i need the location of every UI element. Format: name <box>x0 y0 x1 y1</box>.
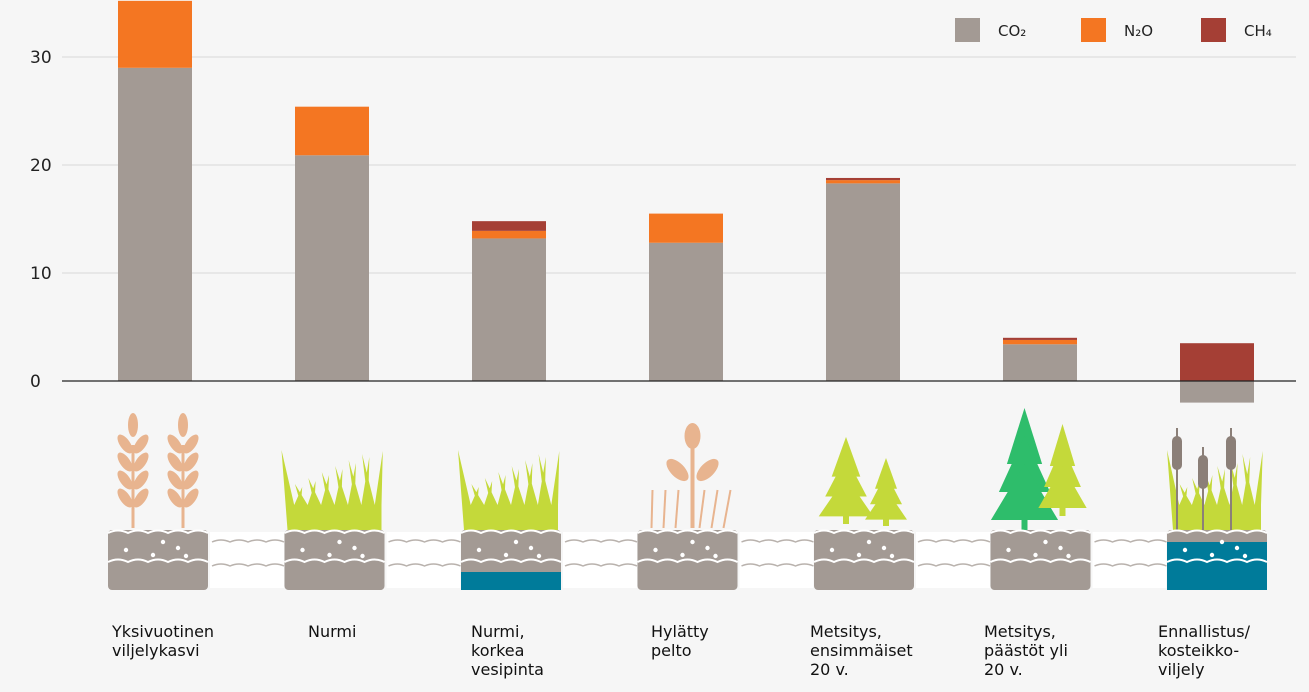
soil-dry-icon <box>990 529 1091 590</box>
bar-segment <box>1003 337 1077 340</box>
soil-connector <box>210 532 285 588</box>
young-trees-icon <box>818 437 907 526</box>
soil-connector <box>1092 532 1167 588</box>
soil-dry-icon <box>284 529 385 590</box>
legend-label: CH₄ <box>1244 22 1272 40</box>
bar-segment <box>826 180 900 184</box>
bar-segment <box>295 106 369 156</box>
soil-water-icon <box>1166 529 1268 590</box>
soil-wet-icon <box>460 529 562 590</box>
grown-trees-icon <box>990 408 1087 530</box>
category-label: Ennallistus/ kosteikko- viljely <box>1158 622 1251 679</box>
soil-dry-icon <box>107 529 209 590</box>
weed-icon <box>650 423 732 529</box>
grass-icon <box>281 450 383 530</box>
bar-segment <box>826 177 900 181</box>
legend-swatch <box>1081 18 1106 42</box>
legend-label: N₂O <box>1124 22 1153 40</box>
bar-segment <box>472 221 546 231</box>
category-label: Metsitys, ensimmäiset 20 v. <box>810 622 913 679</box>
wheat-icon <box>117 413 199 528</box>
bar-segment <box>1003 339 1077 345</box>
bar-segment <box>1180 343 1254 381</box>
legend-swatch <box>955 18 980 42</box>
bar-segment <box>118 67 192 382</box>
category-label: Metsitys, päästöt yli 20 v. <box>984 622 1068 679</box>
category-label: Hylätty pelto <box>651 622 709 660</box>
cattail-icon <box>1167 428 1263 530</box>
soil-connector <box>916 532 991 588</box>
y-tick-label: 30 <box>30 48 52 68</box>
bar-segment <box>1180 381 1254 403</box>
bar-segment <box>118 0 192 68</box>
bar-segment <box>472 230 546 239</box>
category-label: Yksivuotinen viljelykasvi <box>112 622 215 660</box>
bar-segment <box>295 155 369 381</box>
bar-segment <box>649 242 723 381</box>
soil-dry-icon <box>813 529 915 590</box>
category-label: Nurmi, korkea vesipinta <box>471 622 544 679</box>
bar-segment <box>1003 344 1077 381</box>
grass-icon <box>458 450 560 530</box>
soil-connector <box>739 532 814 588</box>
y-tick-label: 10 <box>30 264 52 284</box>
legend-label: CO₂ <box>998 22 1026 40</box>
soil-connector <box>563 532 638 588</box>
bar-segment <box>472 238 546 381</box>
legend-swatch <box>1201 18 1226 42</box>
bar-segment <box>826 183 900 381</box>
soil-dry-icon <box>637 529 738 590</box>
category-label: Nurmi <box>308 622 357 641</box>
y-tick-label: 20 <box>30 156 52 176</box>
y-tick-label: 0 <box>30 372 41 392</box>
soil-connector <box>386 532 461 588</box>
bar-segment <box>649 213 723 243</box>
